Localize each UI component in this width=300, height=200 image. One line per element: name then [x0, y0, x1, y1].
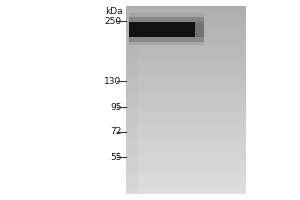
Bar [126, 84, 246, 87]
Bar [126, 62, 138, 72]
Text: 250: 250 [104, 17, 122, 25]
Text: 55: 55 [110, 152, 122, 162]
Bar [126, 6, 246, 9]
Bar [126, 119, 138, 128]
Bar [126, 87, 246, 91]
Bar [126, 9, 246, 12]
Bar [126, 6, 138, 15]
Bar [126, 172, 246, 175]
Bar [126, 141, 246, 144]
Bar [126, 62, 246, 66]
Bar [126, 119, 246, 122]
Bar [126, 12, 246, 15]
Bar [126, 15, 138, 25]
Bar [126, 72, 138, 81]
Bar [126, 81, 138, 91]
Bar [126, 185, 246, 188]
Bar [126, 147, 138, 156]
Bar [126, 113, 246, 116]
Text: 130: 130 [104, 76, 122, 86]
Bar [126, 169, 246, 172]
Bar [126, 175, 246, 178]
Bar [126, 188, 246, 191]
Bar [126, 28, 246, 31]
Bar [126, 191, 246, 194]
Bar [126, 106, 246, 109]
Bar [126, 53, 138, 62]
Bar [126, 138, 246, 141]
Bar [126, 47, 246, 50]
Bar [126, 19, 246, 22]
Bar [126, 44, 138, 53]
Bar [126, 175, 138, 185]
Bar [126, 153, 246, 156]
Bar [126, 166, 138, 175]
Bar [195, 21, 204, 36]
Bar [126, 160, 246, 163]
Bar [126, 59, 246, 62]
Bar [126, 150, 246, 153]
Bar [126, 109, 246, 113]
Bar [126, 40, 246, 44]
Bar [126, 181, 246, 185]
Bar [129, 17, 204, 42]
Bar [126, 100, 138, 109]
Bar [126, 91, 246, 94]
Bar [126, 25, 138, 34]
Bar [126, 81, 246, 84]
Bar [129, 14, 204, 45]
Bar [126, 97, 246, 100]
Bar [126, 66, 246, 69]
Bar [126, 125, 246, 128]
Bar [126, 131, 246, 134]
Text: 72: 72 [110, 128, 122, 136]
Bar [126, 91, 138, 100]
Bar [126, 69, 246, 72]
Bar [126, 31, 246, 34]
Bar [126, 185, 138, 194]
Bar [126, 25, 246, 28]
Bar [126, 116, 246, 119]
Bar [126, 15, 246, 19]
Bar [126, 78, 246, 81]
Bar [126, 109, 138, 119]
Bar [126, 44, 246, 47]
Bar [126, 166, 246, 169]
Bar [126, 134, 246, 138]
Text: kDa: kDa [105, 6, 123, 16]
Bar [126, 128, 246, 131]
Bar [126, 103, 246, 106]
Bar [126, 22, 246, 25]
Bar [126, 56, 246, 59]
Bar [126, 34, 246, 37]
Bar [126, 72, 246, 75]
Bar [126, 178, 246, 181]
Bar [126, 50, 246, 53]
Bar [126, 128, 138, 138]
Bar [126, 156, 246, 160]
Bar [126, 144, 246, 147]
Bar [126, 163, 246, 166]
Bar [126, 94, 246, 97]
Bar [126, 147, 246, 150]
Bar [126, 156, 138, 166]
Bar [126, 122, 246, 125]
Bar [126, 34, 138, 44]
Bar [129, 21, 204, 36]
Bar [126, 100, 246, 103]
Bar [126, 53, 246, 56]
Text: 95: 95 [110, 102, 122, 112]
Bar [126, 138, 138, 147]
Bar [126, 37, 246, 40]
Bar [126, 75, 246, 78]
